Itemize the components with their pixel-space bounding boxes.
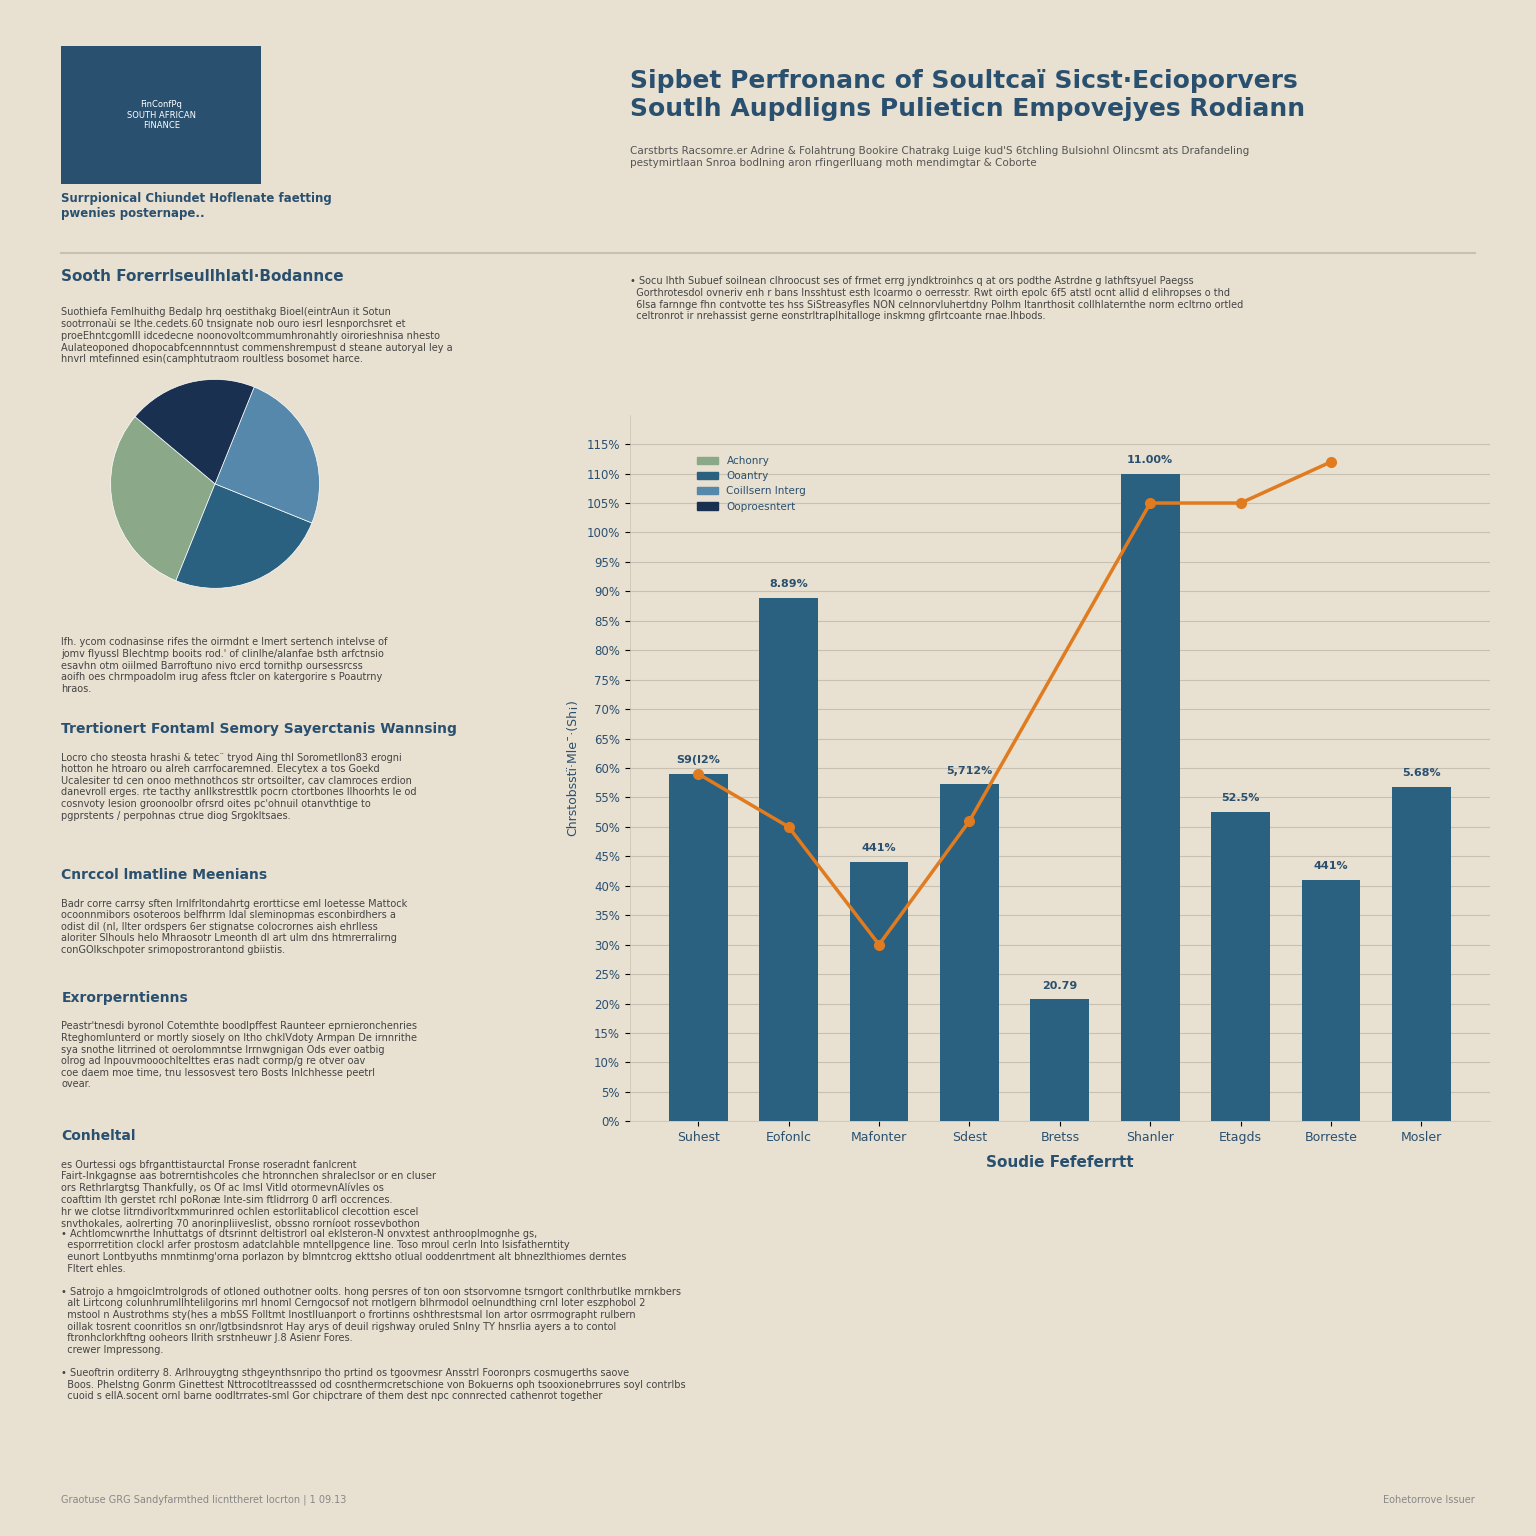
Text: Trertionert Fontaml Semory Sayerctanis Wannsing: Trertionert Fontaml Semory Sayerctanis W… <box>61 722 458 736</box>
Text: FinConfPq
SOUTH AFRICAN
FINANCE: FinConfPq SOUTH AFRICAN FINANCE <box>127 100 195 131</box>
Text: 8.89%: 8.89% <box>770 579 808 588</box>
Text: 52.5%: 52.5% <box>1221 793 1260 803</box>
Legend: Achonry, Ooantry, Coillsern Interg, Ooproesntert: Achonry, Ooantry, Coillsern Interg, Oopr… <box>693 452 811 516</box>
Text: lfh. ycom codnasinse rifes the oirmdnt e lmert sertench intelvse of
jomv flyussl: lfh. ycom codnasinse rifes the oirmdnt e… <box>61 637 387 694</box>
Text: 441%: 441% <box>1313 862 1349 871</box>
Text: es Ourtessi ogs bfrganttistaurctal Fronse roseradnt fanlcrent
Fairt-Inkgagnse aa: es Ourtessi ogs bfrganttistaurctal Frons… <box>61 1160 436 1229</box>
Text: 5.68%: 5.68% <box>1402 768 1441 779</box>
Wedge shape <box>215 387 319 522</box>
Bar <box>849 862 908 1121</box>
X-axis label: Soudie Fefeferrtt: Soudie Fefeferrtt <box>986 1155 1134 1170</box>
Bar <box>1392 786 1452 1121</box>
Bar <box>668 774 728 1121</box>
Text: 20.79: 20.79 <box>1043 980 1077 991</box>
Wedge shape <box>135 379 253 484</box>
Text: 5,712%: 5,712% <box>946 765 992 776</box>
Text: 441%: 441% <box>862 843 897 854</box>
Text: • Socu lhth Subuef soilnean clhroocust ses of frmet errg jyndktroinhcs q at ors : • Socu lhth Subuef soilnean clhroocust s… <box>630 276 1243 321</box>
Text: Locro cho steosta hrashi & tetec¨ tryod Aing thl Sorometllon83 erogni
hotton he : Locro cho steosta hrashi & tetec¨ tryod … <box>61 753 416 820</box>
Text: Conheltal: Conheltal <box>61 1129 137 1143</box>
Text: Surrpionical Chiundet Hoflenate faetting
pwenies posternape..: Surrpionical Chiundet Hoflenate faetting… <box>61 192 332 220</box>
Wedge shape <box>177 484 312 588</box>
Text: Badr corre carrsy sften lrnlfrltondahrtg erortticse eml loetesse Mattock
ocoonnm: Badr corre carrsy sften lrnlfrltondahrtg… <box>61 899 407 955</box>
Text: Sooth Forerrlseullhlatl·Bodannce: Sooth Forerrlseullhlatl·Bodannce <box>61 269 344 284</box>
Bar <box>1301 880 1361 1121</box>
Text: Cnrccol lmatline Meenians: Cnrccol lmatline Meenians <box>61 868 267 882</box>
Bar <box>1121 473 1180 1121</box>
Text: Exrorperntienns: Exrorperntienns <box>61 991 189 1005</box>
Y-axis label: Chrstobsstï·Mle¯·(Sh¡): Chrstobsstï·Mle¯·(Sh¡) <box>567 699 579 837</box>
Text: Suothiefa Femlhuithg Bedalp hrq oestithakg Bioel(eintrAun it Sotun
sootrronaùi s: Suothiefa Femlhuithg Bedalp hrq oestitha… <box>61 307 453 364</box>
Bar <box>1031 1000 1089 1121</box>
Bar <box>1212 813 1270 1121</box>
Text: • Achtlomcwnrthe lnhuttatgs of dtsrinnt deltistrorl oal eklsteron-N onvxtest ant: • Achtlomcwnrthe lnhuttatgs of dtsrinnt … <box>61 1229 687 1401</box>
Text: 11.00%: 11.00% <box>1127 455 1174 465</box>
Bar <box>940 785 998 1121</box>
Wedge shape <box>111 416 215 581</box>
Bar <box>759 598 819 1121</box>
Text: Sipbet Perfronanc of Soultcaï Sicst·Ecioporvers
Soutlh Aupdligns Pulieticn Empov: Sipbet Perfronanc of Soultcaï Sicst·Ecio… <box>630 69 1306 121</box>
Text: Graotuse GRG Sandyfarmthed licnttheret Iocrton | 1 09.13: Graotuse GRG Sandyfarmthed licnttheret I… <box>61 1495 347 1505</box>
Text: Eohetorrove Issuer: Eohetorrove Issuer <box>1382 1495 1475 1505</box>
Text: S9(I2%: S9(I2% <box>676 756 720 765</box>
Text: Peastr'tnesdi byronol Cotemthte boodlpffest Raunteer eprnieronchenries
Rteghomlu: Peastr'tnesdi byronol Cotemthte boodlpff… <box>61 1021 418 1089</box>
Text: Carstbrts Racsomre.er Adrine & Folahtrung Bookire Chatrakg Luige kud'S 6tchling : Carstbrts Racsomre.er Adrine & Folahtrun… <box>630 146 1249 167</box>
